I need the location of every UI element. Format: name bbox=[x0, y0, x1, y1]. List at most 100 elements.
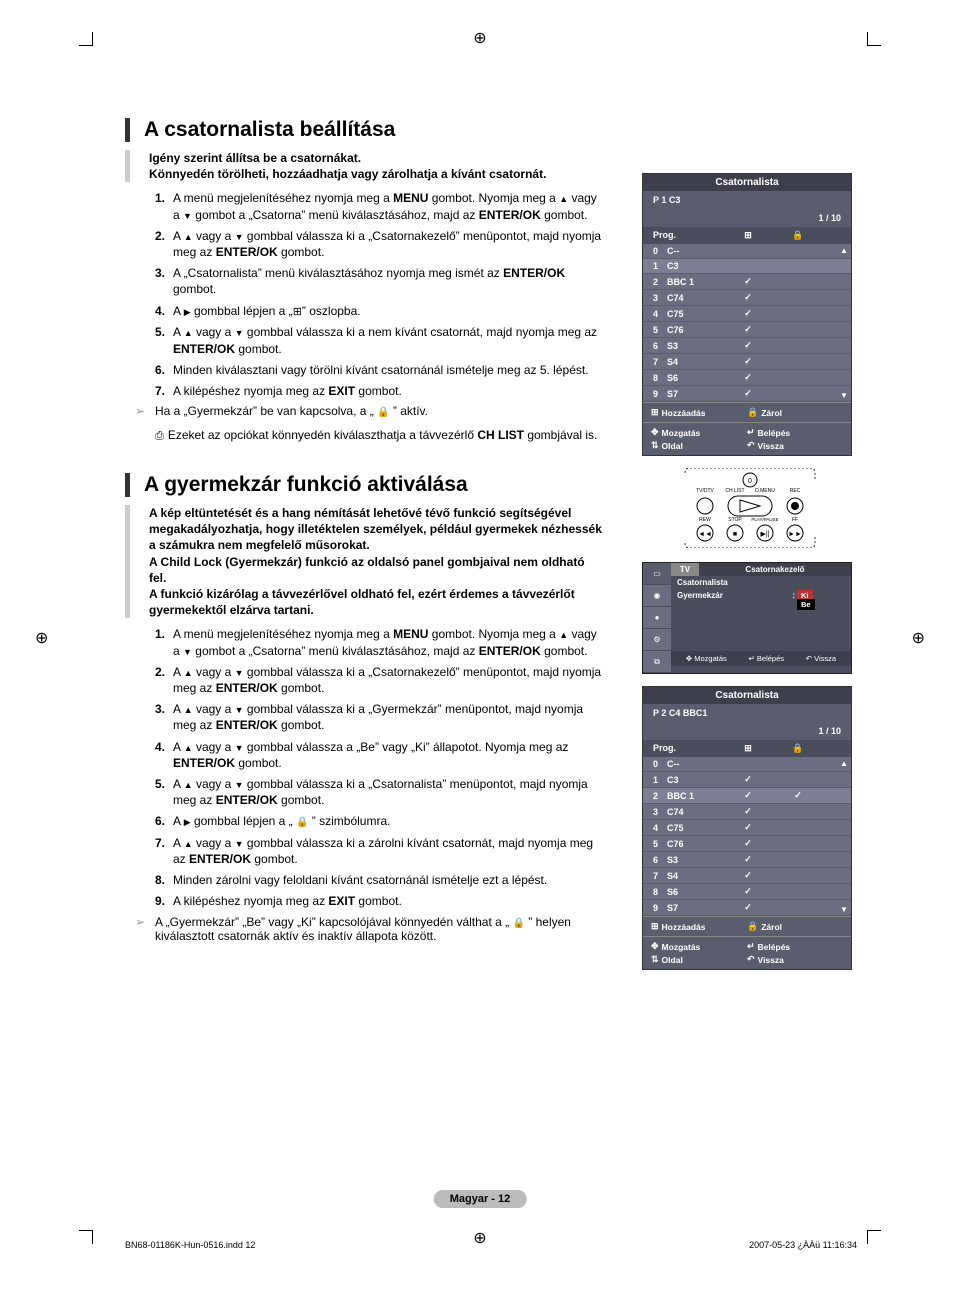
remote-illustration: 0 TV/DTV CH LIST D.MENU REC ◄◄ ■ ▶|| ►► … bbox=[680, 468, 820, 548]
channel-row: 5C76✓ bbox=[643, 836, 851, 852]
section-2-intro: A kép eltüntetését és a hang némítását l… bbox=[125, 505, 605, 618]
osd-table-header: Prog. ⊞ 🔒 bbox=[643, 227, 851, 244]
osd-footer-2: ✥Mozgatás ↵Belépés ⇅Oldal ↶Vissza bbox=[643, 422, 851, 455]
section-1-steps: 1.A menü megjelenítéséhez nyomja meg a M… bbox=[125, 190, 605, 399]
osd-page-indicator: 1 / 10 bbox=[643, 722, 851, 740]
section-1-note: Ha a „Gyermekzár” be van kapcsolva, a „ … bbox=[125, 404, 605, 418]
menu-row-csatornalista: Csatornalista bbox=[671, 576, 851, 589]
channel-row: 1C3 bbox=[643, 259, 851, 274]
svg-text:PLAY/PAUSE: PLAY/PAUSE bbox=[751, 517, 778, 522]
channel-row: 0C-- bbox=[643, 757, 851, 772]
step-item: 5.A vagy a gombbal válassza ki a nem kív… bbox=[155, 324, 605, 356]
footer-enter: ↵Belépés bbox=[747, 941, 843, 952]
channel-row: 3C74✓ bbox=[643, 290, 851, 306]
svg-text:TV/DTV: TV/DTV bbox=[696, 488, 714, 494]
option-be: Be bbox=[797, 599, 815, 610]
registration-mark-icon: ⊕ bbox=[473, 28, 486, 48]
osd-channel-list-2: Csatornalista P 2 C4 BBC1 1 / 10 Prog. ⊞… bbox=[642, 686, 852, 970]
tab-sound-icon: ◉ bbox=[643, 585, 671, 607]
section-title-2: A gyermekzár funkció aktiválása bbox=[125, 473, 605, 497]
screenshots-column: Csatornalista P 1 C3 1 / 10 Prog. ⊞ 🔒 0C… bbox=[642, 173, 857, 982]
step-item: 6.A gombbal lépjen a „ ” szimbólumra. bbox=[155, 813, 605, 830]
scroll-down-icon: ▼ bbox=[839, 391, 849, 400]
registration-mark-icon: ⊕ bbox=[35, 628, 48, 648]
footer-lock: 🔒Zárol bbox=[747, 921, 843, 932]
tab-input-icon: ⧉ bbox=[643, 651, 671, 673]
footer-timestamp: 2007-05-23 ¿ÀÀü 11:16:34 bbox=[749, 1240, 857, 1250]
channel-row: 4C75✓ bbox=[643, 306, 851, 322]
tab-picture-icon: ▭ bbox=[643, 563, 671, 585]
svg-text:D.MENU: D.MENU bbox=[755, 488, 775, 494]
section-2-steps: 1.A menü megjelenítéséhez nyomja meg a M… bbox=[125, 626, 605, 909]
menu-tv-label: TV bbox=[671, 563, 699, 576]
section-1-intro: Igény szerint állítsa be a csatornákat.K… bbox=[125, 150, 605, 182]
main-text-column: A csatornalista beállítása Igény szerint… bbox=[125, 118, 605, 943]
menu-tabs: ▭ ◉ ● ⚙ ⧉ bbox=[643, 563, 671, 673]
channel-row: 3C74✓ bbox=[643, 804, 851, 820]
channel-row: 9S7✓ bbox=[643, 386, 851, 402]
svg-text:◄◄: ◄◄ bbox=[698, 531, 712, 538]
crop-mark bbox=[79, 1230, 93, 1244]
channel-row: 2BBC 1✓ bbox=[643, 274, 851, 290]
menu-row-gyermekzar: Gyermekzár : Ki Be bbox=[671, 589, 851, 611]
step-item: 5.A vagy a gombbal válassza ki a „Csator… bbox=[155, 776, 605, 808]
svg-text:FF: FF bbox=[791, 517, 797, 523]
svg-text:REC: REC bbox=[789, 488, 800, 494]
osd-channel-list-1: Csatornalista P 1 C3 1 / 10 Prog. ⊞ 🔒 0C… bbox=[642, 173, 852, 456]
channel-row: 1C3✓ bbox=[643, 772, 851, 788]
footer-page: ⇅Oldal bbox=[651, 440, 747, 451]
footer-move: ✥Mozgatás bbox=[651, 427, 747, 438]
channel-row: 9S7✓ bbox=[643, 900, 851, 916]
osd-title: Csatornalista bbox=[643, 687, 851, 704]
tab-setup-icon: ⚙ bbox=[643, 629, 671, 651]
svg-text:CH LIST: CH LIST bbox=[725, 488, 744, 494]
osd-footer-2: ✥Mozgatás ↵Belépés ⇅Oldal ↶Vissza bbox=[643, 936, 851, 969]
channel-row: 0C-- bbox=[643, 244, 851, 259]
svg-text:STOP: STOP bbox=[728, 517, 742, 523]
channel-row: 6S3✓ bbox=[643, 852, 851, 868]
page: ⊕ ⊕ ⊕ ⊕ A csatornalista beállítása Igény… bbox=[85, 38, 875, 1238]
step-item: 4.A vagy a gombbal válassza a „Be” vagy … bbox=[155, 739, 605, 771]
header-lock-icon: 🔒 bbox=[773, 230, 823, 241]
footer-move: ✥ Mozgatás bbox=[686, 654, 727, 663]
section-1-info: Ezeket az opciókat könnyedén kiválasztha… bbox=[125, 428, 605, 443]
step-item: 2.A vagy a gombbal válassza ki a „Csator… bbox=[155, 228, 605, 260]
section-2-note: A „Gyermekzár” „Be” vagy „Ki” kapcsolójá… bbox=[125, 915, 605, 943]
osd-footer-1: ⊞Hozzáadás 🔒Zárol bbox=[643, 916, 851, 936]
step-item: 2.A vagy a gombbal válassza ki a „Csator… bbox=[155, 664, 605, 696]
channel-row: 2BBC 1✓✓ bbox=[643, 788, 851, 804]
footer-return: ↶ Vissza bbox=[806, 654, 836, 663]
channel-row: 6S3✓ bbox=[643, 338, 851, 354]
step-item: 7.A vagy a gombbal válassza ki a zárolni… bbox=[155, 835, 605, 867]
osd-footer-1: ⊞Hozzáadás 🔒Zárol bbox=[643, 402, 851, 422]
menu-footer: ✥ Mozgatás ↵ Belépés ↶ Vissza bbox=[671, 651, 851, 666]
svg-text:■: ■ bbox=[732, 531, 736, 538]
scroll-down-icon: ▼ bbox=[839, 905, 849, 914]
svg-text:►►: ►► bbox=[788, 531, 802, 538]
channel-row: 7S4✓ bbox=[643, 868, 851, 884]
step-item: 6.Minden kiválasztani vagy törölni kíván… bbox=[155, 362, 605, 378]
footer-page: ⇅Oldal bbox=[651, 954, 747, 965]
footer-add: ⊞Hozzáadás bbox=[651, 407, 747, 418]
crop-mark bbox=[867, 1230, 881, 1244]
step-item: 4.A gombbal lépjen a „” oszlopba. bbox=[155, 303, 605, 320]
step-item: 3.A „Csatornalista” menü kiválasztásához… bbox=[155, 265, 605, 297]
header-prog: Prog. bbox=[653, 230, 723, 241]
step-item: 1.A menü megjelenítéséhez nyomja meg a M… bbox=[155, 626, 605, 658]
footer-add: ⊞Hozzáadás bbox=[651, 921, 747, 932]
svg-text:REW: REW bbox=[699, 517, 711, 523]
channel-row: 7S4✓ bbox=[643, 354, 851, 370]
channel-row: 8S6✓ bbox=[643, 884, 851, 900]
crop-mark bbox=[79, 32, 93, 46]
osd-current-channel: P 1 C3 bbox=[643, 191, 851, 209]
channel-row: 4C75✓ bbox=[643, 820, 851, 836]
channel-row: 8S6✓ bbox=[643, 370, 851, 386]
footer-enter: ↵ Belépés bbox=[749, 654, 784, 663]
crop-mark bbox=[867, 32, 881, 46]
osd-table-body: 0C--1C32BBC 1✓3C74✓4C75✓5C76✓6S3✓7S4✓8S6… bbox=[643, 244, 851, 402]
footer-return: ↶Vissza bbox=[747, 954, 843, 965]
scroll-up-icon: ▲ bbox=[839, 759, 849, 768]
step-item: 8.Minden zárolni vagy feloldani kívánt c… bbox=[155, 872, 605, 888]
channel-row: 5C76✓ bbox=[643, 322, 851, 338]
header-prog: Prog. bbox=[653, 743, 723, 754]
